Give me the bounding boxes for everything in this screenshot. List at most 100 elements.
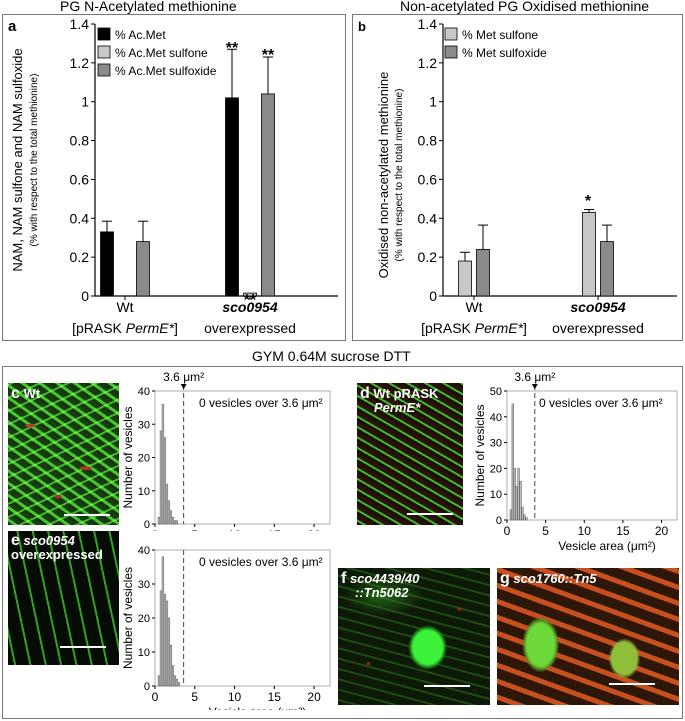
hist-e-bar-10 (177, 682, 181, 687)
hist-d-x-tick-label-3: 15 (616, 524, 630, 538)
b-bar-s0-g0 (458, 260, 472, 297)
hist-d-bar-5 (519, 481, 522, 521)
panel-b-frame (352, 14, 683, 341)
hist-c-x-tick-label-1: 5 (191, 528, 198, 531)
hist-e-annotation: 0 vesicles over 3.6 μm² (199, 555, 323, 569)
hist-d-bar-1 (511, 403, 514, 521)
a-legend-swatch-0 (97, 27, 111, 41)
panel-a-star-2: ** (244, 292, 257, 309)
b-y-tick-label-2: 0.4 (418, 210, 438, 226)
hist-c-plot-frame (154, 390, 331, 525)
hist-e-bar-8 (173, 675, 177, 687)
hist-d-bar-3 (515, 486, 518, 521)
histogram-e: 0 10 20 30 40 0 5 10 15 20 0 vesicles over 3.6 μm²… (121, 545, 331, 710)
hist-d-bar-2 (513, 468, 516, 521)
hist-d-y-tick-label-1: 10 (490, 489, 502, 501)
b-y-tick-label-4: 0.8 (418, 133, 438, 149)
hist-d-y-tick-label-5: 50 (490, 386, 502, 398)
panel-a-title: PG N-Acetylated methionine (60, 0, 237, 14)
a-y-tick-label-6: 1.2 (70, 55, 90, 71)
hist-e-x-tick-label-4: 20 (307, 690, 321, 704)
hist-d-annotation: 0 vesicles over 3.6 μm² (539, 396, 663, 410)
panel-a-ylabel-sub: (% with respect to the total methionine) (29, 74, 40, 247)
panel-b-ylabel: Oxidised non-acetylated methionine (376, 72, 391, 279)
micrograph-c-label: c Wt (11, 385, 41, 402)
hist-d-y-tick-label-4: 40 (490, 412, 502, 424)
panel-a-group2-line2: overexpressed (204, 320, 296, 336)
panel-a-ylabel: NAM, NAM sulfone and NAM sulfoxide (10, 48, 25, 271)
hist-e-bar-5 (167, 617, 171, 687)
a-y-tick-label-0: 0 (81, 288, 89, 304)
hist-c-bar-8 (173, 520, 177, 525)
hist-c-annotation: 0 vesicles over 3.6 μm² (199, 396, 323, 410)
hist-d-threshold-arrow (531, 384, 538, 389)
micrograph-c: c Wt (8, 383, 119, 525)
hist-e-bar-3 (163, 593, 167, 687)
hist-e-bar-7 (171, 665, 175, 687)
hist-d-x-tick-label-2: 10 (578, 524, 592, 538)
b-y-tick-label-3: 0.6 (418, 171, 438, 187)
chart-b: b Oxidised non-acetylated methionine (% … (358, 16, 677, 336)
hist-c-bar-1 (159, 430, 163, 525)
hist-d-plot-frame (506, 390, 678, 521)
micrograph-g-label: g sco1760::Tn5 (500, 570, 597, 587)
hist-c-x-tick-label-4: 20 (307, 528, 321, 531)
a-bar-s1-g1 (243, 292, 257, 297)
b-legend-label-1: % Met sulfoxide (462, 46, 547, 60)
a-legend-swatch-1 (97, 45, 111, 59)
b-bar-s0-g1 (582, 212, 596, 297)
hist-e-y-tick-label-3: 30 (138, 579, 150, 591)
panel-a-frame (2, 14, 346, 341)
micrograph-g-scale-bar (609, 683, 655, 685)
b-y-tick-label-6: 1.2 (418, 55, 438, 71)
a-bar-s0-g0 (100, 231, 114, 297)
a-legend-label-0: % Ac.Met (115, 28, 166, 42)
b-legend-label-0: % Met sulfone (462, 28, 538, 42)
micrograph-d: d Wt pRASK PermE* (357, 383, 463, 525)
panel-b-title: Non-acetylated PG Oxidised methionine (400, 0, 650, 14)
a-y-tick-label-4: 0.8 (70, 133, 90, 149)
a-y-tick-label-1: 0.2 (70, 249, 90, 265)
a-y-tick-label-5: 1 (81, 94, 89, 110)
hist-c-threshold-label: 3.6 μm² (163, 370, 204, 384)
panel-a-group1-line2: [pRASK PermE*] (72, 320, 178, 336)
micrograph-c-scale-bar (64, 514, 110, 516)
hist-c-bar-6 (169, 510, 173, 525)
hist-d-y-tick-label-2: 20 (490, 463, 502, 475)
panel-b-group1-line2: [pRASK PermE*] (421, 320, 527, 336)
panel-a-group2-line1: sco0954 (222, 299, 277, 315)
hist-c-x-tick-label-3: 15 (268, 528, 282, 531)
hist-e-bar-0 (157, 675, 161, 687)
hist-e-bar-6 (169, 644, 173, 687)
hist-e-plot-frame (154, 549, 331, 687)
chart-a: a NAM, NAM sulfone and NAM sulfoxide (% … (8, 16, 338, 336)
panel-a-letter: a (8, 18, 17, 35)
hist-c-bar-2 (161, 404, 165, 525)
panel-a-star-1: ** (226, 40, 239, 57)
micrograph-f-label: f sco4439/40::Tn5062 (341, 570, 420, 600)
hist-c-bar-5 (167, 500, 171, 525)
hist-e-y-tick-label-1: 10 (138, 647, 150, 659)
b-bar-s1-g1 (600, 241, 614, 297)
hist-c-x-tick-label-0: 0 (152, 528, 159, 531)
hist-c-y-tick-label-4: 40 (138, 386, 150, 398)
hist-c-x-tick-label-2: 10 (228, 528, 242, 531)
micrograph-d-scale-bar (407, 513, 453, 515)
b-legend-swatch-1 (444, 45, 458, 59)
hist-e-x-tick-label-0: 0 (152, 690, 159, 704)
hist-d-y-tick-label-0: 0 (496, 515, 502, 527)
a-bar-s0-g1 (225, 97, 239, 297)
a-bar-s2-g1 (261, 93, 275, 297)
hist-c-bar-0 (157, 517, 161, 525)
hist-d-bar-0 (509, 509, 512, 521)
panel-a-group1-line1: Wt (116, 299, 133, 315)
micrograph-g: g sco1760::Tn5 (497, 568, 679, 705)
b-bar-s1-g0 (476, 248, 490, 297)
panel-b-letter: b (358, 19, 366, 34)
panel-a-star-3: ** (262, 47, 275, 64)
hist-e-x-tick-label-2: 10 (228, 690, 242, 704)
a-legend-label-2: % Ac.Met sulfoxide (115, 64, 217, 78)
a-legend-swatch-2 (97, 63, 111, 77)
hist-d-x-label: Vesicle area (μm²) (558, 539, 656, 553)
micrograph-f: f sco4439/40::Tn5062 (338, 568, 490, 705)
